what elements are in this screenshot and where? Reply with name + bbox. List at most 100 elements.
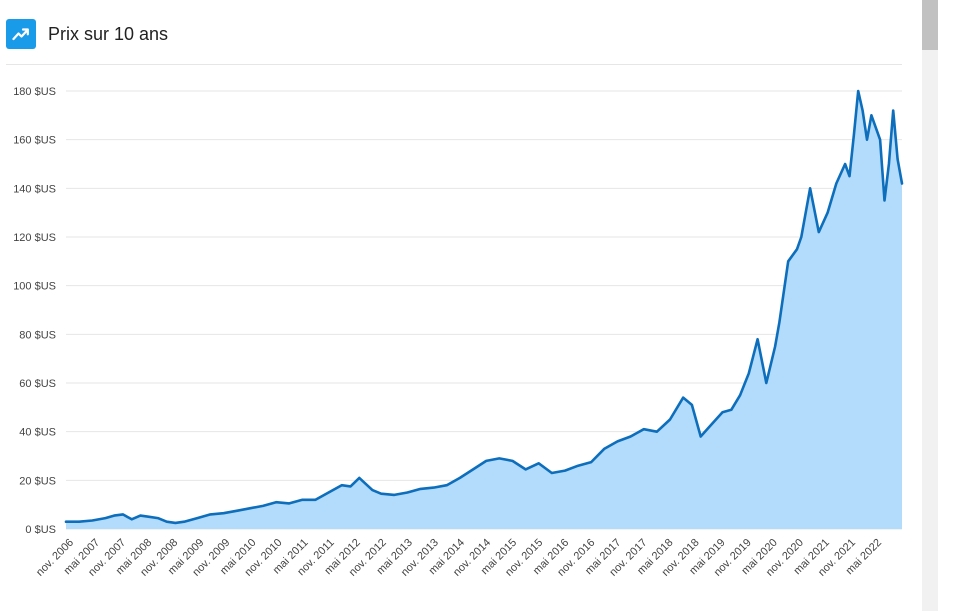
- data-point: [879, 138, 881, 141]
- y-tick-label: 160 $US: [13, 135, 56, 147]
- data-point: [459, 477, 461, 479]
- data-point: [564, 469, 566, 472]
- price-chart: 0 $US 20 $US 40 $US 60 $US 80 $US 100 $US 120 …: [0, 70, 910, 611]
- header-divider: [6, 64, 902, 65]
- y-tick-label: 60 $US: [19, 378, 56, 390]
- data-point: [730, 408, 733, 411]
- data-point: [380, 492, 382, 495]
- data-point: [262, 505, 264, 507]
- data-point: [765, 382, 768, 384]
- data-point: [642, 428, 645, 431]
- data-point: [349, 485, 352, 488]
- data-point: [848, 175, 851, 177]
- data-point: [406, 491, 409, 494]
- data-point: [682, 396, 684, 399]
- data-point: [301, 499, 304, 501]
- data-point: [165, 520, 168, 523]
- data-point: [691, 404, 693, 406]
- scrollbar-thumb[interactable]: [922, 0, 938, 50]
- price-chart-svg: 0 $US 20 $US 40 $US 60 $US 80 $US 100 $US 120 …: [13, 86, 904, 579]
- data-point: [853, 134, 855, 136]
- data-point: [861, 109, 864, 112]
- data-point: [892, 109, 895, 112]
- data-point: [209, 513, 212, 516]
- data-point: [857, 90, 860, 92]
- data-point: [896, 158, 899, 160]
- data-point: [901, 182, 903, 185]
- data-point: [288, 502, 291, 505]
- data-point: [629, 435, 632, 438]
- scrollbar[interactable]: [922, 0, 938, 611]
- y-tick-label: 120 $US: [13, 232, 56, 244]
- data-point: [708, 426, 711, 428]
- data-point: [445, 484, 448, 487]
- data-point: [577, 464, 579, 467]
- chart-title: Prix sur 10 ans: [48, 23, 169, 44]
- data-point: [485, 460, 487, 462]
- data-point: [511, 460, 514, 462]
- data-point: [870, 114, 873, 117]
- y-tick-label: 100 $US: [13, 281, 56, 293]
- data-point: [148, 516, 150, 518]
- data-point: [432, 486, 435, 489]
- data-point: [498, 457, 501, 460]
- data-point: [183, 520, 185, 523]
- data-point: [844, 163, 846, 165]
- y-tick-label: 40 $US: [19, 427, 56, 439]
- data-point: [787, 260, 789, 263]
- data-point: [358, 477, 361, 479]
- data-point: [104, 517, 107, 519]
- data-point: [748, 372, 750, 375]
- data-point: [796, 248, 798, 250]
- data-point: [537, 462, 540, 465]
- data-point: [314, 499, 317, 501]
- data-point: [590, 461, 593, 463]
- data-point: [669, 418, 671, 421]
- data-point: [113, 514, 115, 517]
- data-point: [371, 489, 374, 491]
- y-tick-label: 140 $US: [13, 183, 56, 195]
- data-point: [327, 491, 330, 494]
- data-point: [778, 321, 781, 323]
- data-point: [157, 517, 159, 519]
- data-point: [249, 507, 251, 510]
- data-point: [888, 163, 890, 165]
- data-point: [883, 199, 886, 202]
- trending-up-icon: [6, 19, 36, 49]
- trending-up-glyph: [12, 28, 29, 41]
- data-point: [235, 509, 238, 512]
- data-point: [809, 187, 811, 190]
- data-point: [699, 435, 702, 438]
- data-point: [616, 440, 619, 443]
- data-point: [826, 211, 829, 214]
- data-point: [656, 430, 658, 433]
- data-point: [196, 517, 199, 519]
- data-point: [419, 488, 422, 490]
- data-point: [721, 411, 724, 414]
- data-point: [78, 520, 80, 523]
- data-point: [174, 522, 177, 524]
- y-tick-label: 180 $US: [13, 86, 56, 98]
- y-tick-label: 0 $US: [25, 524, 56, 536]
- data-point: [603, 447, 606, 450]
- data-point: [122, 513, 124, 516]
- data-point: [524, 468, 527, 471]
- data-point: [275, 501, 277, 504]
- data-point: [393, 494, 396, 496]
- data-point: [835, 182, 838, 185]
- data-point: [551, 472, 553, 474]
- data-point: [800, 236, 803, 238]
- data-point: [65, 520, 67, 523]
- data-point: [818, 231, 820, 233]
- data-point: [222, 512, 225, 514]
- data-point: [774, 345, 776, 348]
- data-point: [139, 514, 142, 517]
- data-point: [472, 468, 474, 471]
- chart-header: Prix sur 10 ans: [6, 19, 168, 49]
- y-tick-label: 20 $US: [19, 475, 56, 487]
- data-point: [866, 138, 868, 141]
- data-point: [130, 518, 133, 521]
- data-point: [756, 338, 759, 341]
- price-area: [66, 91, 902, 529]
- data-point: [340, 484, 343, 487]
